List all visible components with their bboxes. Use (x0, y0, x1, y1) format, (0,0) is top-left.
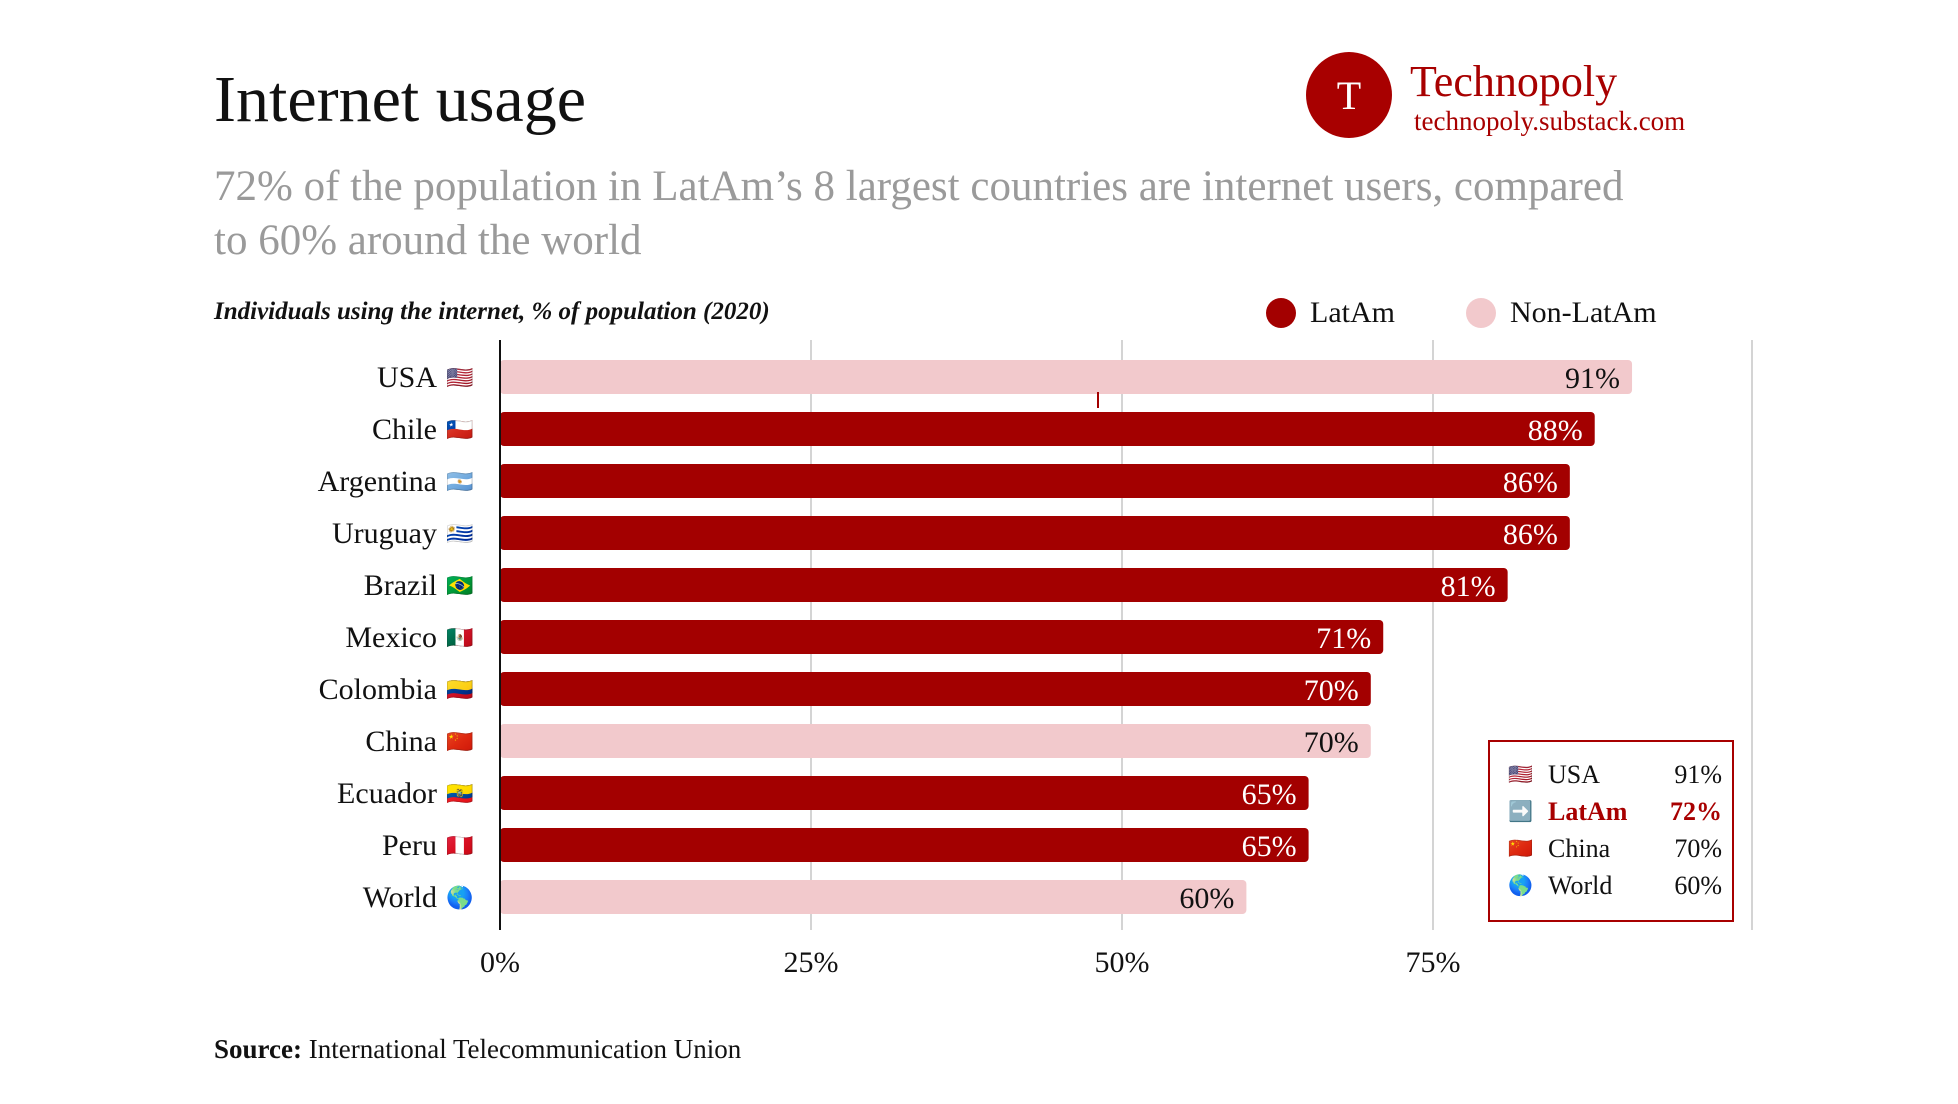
bar (500, 880, 1247, 914)
inset-row-latam: ➡️ LatAm 72% (1508, 797, 1722, 833)
inset-name: China (1548, 834, 1611, 863)
flag-icon: 🇺🇾 (446, 522, 473, 547)
inset-row-usa: 🇺🇸 USA 91% (1508, 760, 1722, 796)
flag-icon: 🇵🇪 (446, 834, 473, 859)
brand-logo: T (1306, 52, 1392, 138)
source-label: Source: (214, 1034, 302, 1064)
data-label: 88% (1528, 414, 1583, 447)
category-label: Peru (382, 829, 437, 862)
summary-inset: 🇺🇸 USA 91% ➡️ LatAm 72% 🇨🇳 China 70% 🌎 W… (1488, 740, 1734, 922)
category-label: Colombia (319, 673, 437, 706)
data-label: 65% (1242, 778, 1297, 811)
inset-name: USA (1548, 760, 1601, 789)
bar (500, 464, 1570, 498)
data-label: 91% (1565, 362, 1620, 395)
flag-icon: 🇦🇷 (446, 470, 473, 495)
flag-icon: 🇪🇨 (446, 782, 473, 807)
data-label: 86% (1503, 518, 1558, 551)
bar (500, 724, 1371, 758)
category-label: Uruguay (332, 517, 437, 550)
legend-item-latam: LatAm (1266, 296, 1395, 330)
flag-icon: 🇨🇳 (446, 730, 473, 755)
bar (500, 828, 1309, 862)
data-label: 81% (1441, 570, 1496, 603)
inset-value: 72% (1670, 797, 1722, 826)
category-label: China (365, 725, 437, 758)
category-label: Argentina (318, 465, 437, 498)
inset-row-china: 🇨🇳 China 70% (1508, 834, 1722, 870)
x-tick-label: 75% (1406, 946, 1461, 979)
bar (500, 672, 1371, 706)
data-label: 65% (1242, 830, 1297, 863)
data-label: 86% (1503, 466, 1558, 499)
x-tick-label: 50% (1095, 946, 1150, 979)
page-subtitle: 72% of the population in LatAm’s 8 large… (214, 163, 1624, 264)
source-text: International Telecommunication Union (302, 1034, 742, 1064)
data-label: 70% (1304, 726, 1359, 759)
brand-name: Technopoly (1410, 57, 1618, 106)
chart-subtitle: Individuals using the internet, % of pop… (214, 298, 770, 325)
flag-icon: 🌎 (446, 885, 473, 911)
x-tick-label: 25% (784, 946, 839, 979)
flag-icon: 🇨🇴 (446, 678, 473, 703)
inset-name: World (1548, 871, 1613, 900)
arrow-right-icon: ➡️ (1508, 801, 1533, 823)
brand-url[interactable]: technopoly.substack.com (1414, 106, 1686, 136)
category-label: Brazil (364, 569, 437, 602)
data-label: 60% (1179, 882, 1234, 915)
category-label: Mexico (345, 621, 437, 654)
legend-dot-latam (1266, 298, 1296, 328)
legend-item-non-latam: Non-LatAm (1466, 296, 1657, 330)
category-label: USA (377, 361, 437, 394)
data-label: 71% (1316, 622, 1371, 655)
inset-name: LatAm (1548, 797, 1628, 826)
inset-row-world: 🌎 World 60% (1508, 871, 1722, 907)
legend-label-non-latam: Non-LatAm (1510, 296, 1657, 329)
category-label: Ecuador (337, 777, 437, 810)
china-flag-icon: 🇨🇳 (1508, 838, 1533, 860)
bar (500, 516, 1570, 550)
legend-label-latam: LatAm (1310, 296, 1395, 329)
inset-value: 60% (1674, 871, 1722, 900)
inset-value: 70% (1674, 834, 1722, 863)
globe-icon: 🌎 (1508, 875, 1533, 897)
usa-flag-icon: 🇺🇸 (1508, 764, 1533, 786)
legend-dot-non-latam (1466, 298, 1496, 328)
flag-icon: 🇧🇷 (446, 574, 473, 599)
category-label: World (363, 881, 437, 914)
bar (500, 568, 1508, 602)
flag-icon: 🇲🇽 (446, 626, 473, 651)
x-tick-label: 0% (480, 946, 520, 979)
bar (500, 776, 1309, 810)
flag-icon: 🇺🇸 (446, 366, 473, 391)
flag-icon: 🇨🇱 (446, 418, 473, 443)
bar (500, 412, 1595, 446)
data-label: 70% (1304, 674, 1359, 707)
bar (500, 360, 1633, 394)
bar (500, 620, 1384, 654)
category-label: Chile (372, 413, 437, 446)
source-note: Source: International Telecommunication … (214, 1034, 741, 1065)
inset-value: 91% (1674, 760, 1722, 789)
page-title: Internet usage (214, 63, 586, 136)
